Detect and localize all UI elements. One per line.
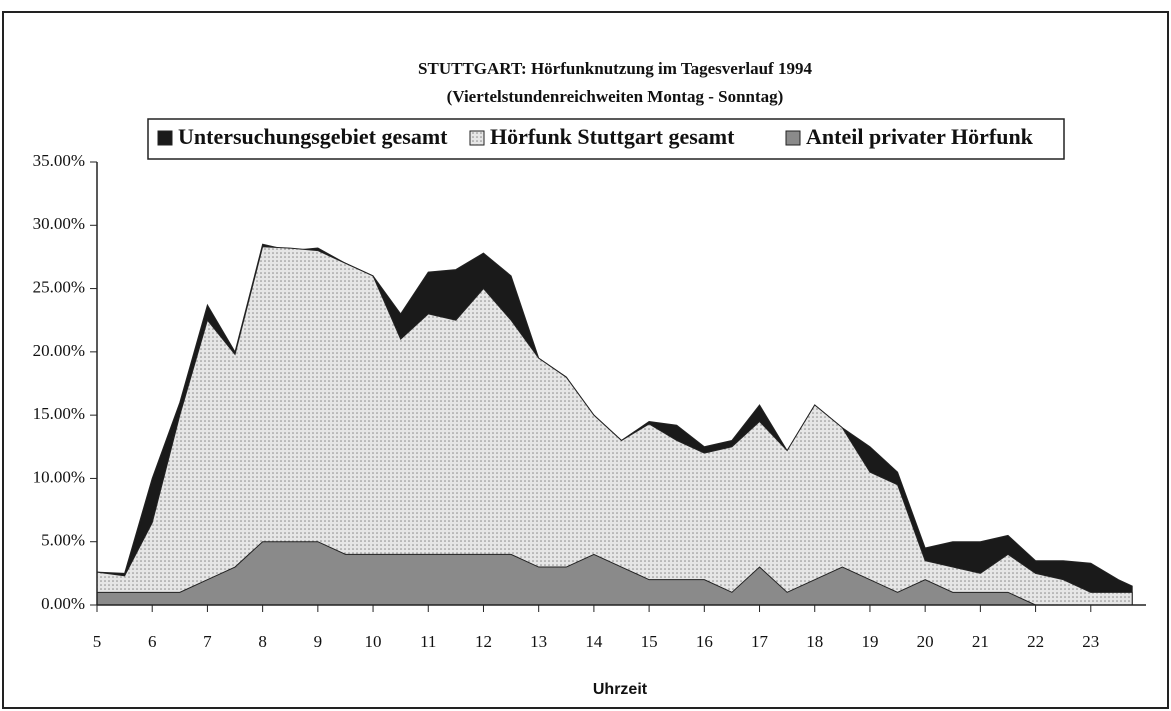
x-tick-label: 17 — [751, 632, 769, 651]
legend-swatch — [785, 130, 801, 146]
legend-label: Untersuchungsgebiet gesamt — [178, 124, 448, 149]
x-tick-label: 21 — [972, 632, 989, 651]
y-tick-label: 30.00% — [33, 214, 85, 233]
legend-label: Anteil privater Hörfunk — [806, 124, 1034, 149]
x-tick-label: 9 — [314, 632, 323, 651]
x-tick-label: 18 — [806, 632, 823, 651]
x-tick-label: 23 — [1082, 632, 1099, 651]
x-tick-label: 12 — [475, 632, 492, 651]
legend-swatch — [469, 130, 485, 146]
legend-swatch — [157, 130, 173, 146]
y-tick-label: 15.00% — [33, 404, 85, 423]
legend-box — [147, 118, 1065, 160]
area — [96, 541, 1133, 606]
chart-subtitle: (Viertelstundenreichweiten Montag - Sonn… — [447, 87, 784, 106]
y-tick-label: 5.00% — [41, 531, 85, 550]
y-tick-label: 0.00% — [41, 594, 85, 613]
x-tick-label: 22 — [1027, 632, 1044, 651]
area — [96, 246, 1133, 606]
x-tick-label: 5 — [93, 632, 102, 651]
x-tick-label: 7 — [203, 632, 212, 651]
y-tick-label: 10.00% — [33, 467, 85, 486]
frame — [2, 11, 1169, 709]
x-tick-label: 8 — [258, 632, 267, 651]
y-tick-label: 25.00% — [33, 277, 85, 296]
x-tick-label: 20 — [917, 632, 934, 651]
x-tick-label: 11 — [420, 632, 436, 651]
x-tick-label: 16 — [696, 632, 713, 651]
chart-title: STUTTGART: Hörfunknutzung im Tagesverlau… — [418, 59, 812, 78]
x-tick-label: 6 — [148, 632, 157, 651]
y-tick-label: 20.00% — [33, 341, 85, 360]
x-tick-label: 13 — [530, 632, 547, 651]
x-tick-label: 10 — [365, 632, 382, 651]
x-tick-label: 14 — [585, 632, 603, 651]
legend-label: Hörfunk Stuttgart gesamt — [490, 124, 735, 149]
x-axis-label: Uhrzeit — [593, 681, 648, 698]
y-tick-label: 35.00% — [33, 151, 85, 170]
x-tick-label: 15 — [641, 632, 658, 651]
x-tick-label: 19 — [861, 632, 878, 651]
